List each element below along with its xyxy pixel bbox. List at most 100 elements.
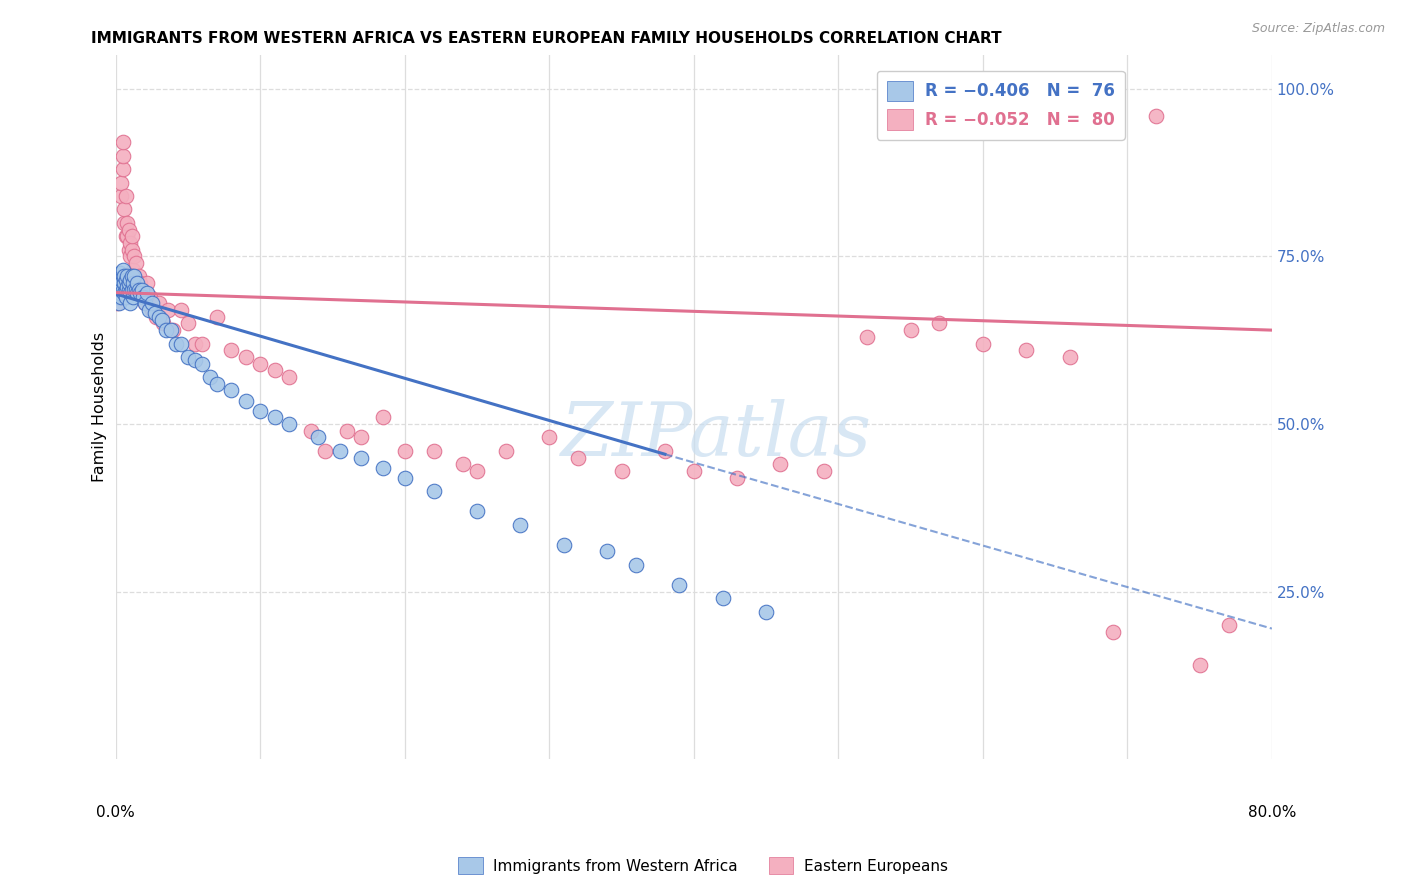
Point: [136, 276, 159, 290]
Point: [191, 336, 214, 351]
Point: [336, 424, 359, 438]
Point: [122, 262, 145, 277]
Text: Source: ZipAtlas.com: Source: ZipAtlas.com: [1251, 22, 1385, 36]
Point: [110, 276, 132, 290]
Point: [350, 450, 373, 465]
Point: [108, 279, 131, 293]
Point: [122, 276, 145, 290]
Point: [120, 296, 142, 310]
Point: [509, 517, 531, 532]
Point: [122, 290, 145, 304]
Point: [567, 450, 589, 465]
Point: [150, 313, 173, 327]
Point: [177, 317, 200, 331]
Point: [769, 457, 792, 471]
Point: [120, 286, 142, 301]
Point: [725, 471, 748, 485]
Point: [107, 269, 129, 284]
Point: [148, 296, 170, 310]
Point: [422, 484, 444, 499]
Point: [928, 317, 950, 331]
Point: [856, 330, 879, 344]
Point: [121, 243, 143, 257]
Point: [111, 149, 134, 163]
Point: [120, 273, 142, 287]
Point: [219, 384, 242, 398]
Point: [128, 283, 150, 297]
Point: [465, 504, 488, 518]
Point: [108, 286, 131, 301]
Point: [1188, 658, 1211, 673]
Point: [682, 464, 704, 478]
Point: [170, 336, 193, 351]
Point: [1059, 350, 1081, 364]
Point: [134, 296, 156, 310]
Text: 80.0%: 80.0%: [1247, 805, 1296, 820]
Point: [278, 417, 301, 431]
Point: [131, 283, 153, 297]
Point: [107, 290, 129, 304]
Point: [755, 605, 778, 619]
Point: [110, 290, 132, 304]
Point: [105, 290, 128, 304]
Point: [128, 269, 150, 284]
Point: [900, 323, 922, 337]
Point: [143, 306, 166, 320]
Point: [170, 303, 193, 318]
Point: [115, 279, 138, 293]
Point: [125, 283, 148, 297]
Point: [118, 222, 141, 236]
Text: 0.0%: 0.0%: [96, 805, 135, 820]
Point: [184, 336, 207, 351]
Point: [371, 460, 394, 475]
Point: [198, 370, 221, 384]
Point: [107, 276, 129, 290]
Point: [129, 276, 152, 290]
Point: [148, 310, 170, 324]
Point: [177, 350, 200, 364]
Point: [451, 457, 474, 471]
Point: [141, 296, 163, 310]
Point: [115, 269, 138, 284]
Point: [205, 310, 228, 324]
Point: [105, 296, 128, 310]
Point: [112, 286, 135, 301]
Point: [105, 276, 128, 290]
Y-axis label: Family Households: Family Households: [93, 332, 107, 483]
Point: [111, 162, 134, 177]
Point: [184, 353, 207, 368]
Point: [219, 343, 242, 358]
Point: [394, 471, 416, 485]
Point: [114, 283, 136, 297]
Point: [371, 410, 394, 425]
Point: [112, 202, 135, 217]
Point: [624, 558, 647, 572]
Point: [235, 350, 257, 364]
Point: [813, 464, 835, 478]
Point: [115, 229, 138, 244]
Point: [263, 363, 285, 377]
Point: [159, 323, 181, 337]
Point: [107, 283, 129, 297]
Point: [110, 189, 132, 203]
Point: [107, 269, 129, 284]
Point: [145, 310, 167, 324]
Point: [596, 544, 619, 558]
Point: [1144, 108, 1167, 122]
Point: [191, 357, 214, 371]
Point: [249, 403, 271, 417]
Point: [307, 430, 329, 444]
Point: [111, 136, 134, 150]
Point: [108, 286, 131, 301]
Point: [263, 410, 285, 425]
Point: [127, 286, 149, 301]
Text: ZIPatlas: ZIPatlas: [561, 400, 872, 472]
Point: [110, 283, 132, 297]
Point: [112, 269, 135, 284]
Point: [112, 216, 135, 230]
Point: [108, 273, 131, 287]
Point: [120, 249, 142, 263]
Point: [131, 283, 153, 297]
Point: [394, 443, 416, 458]
Point: [127, 283, 149, 297]
